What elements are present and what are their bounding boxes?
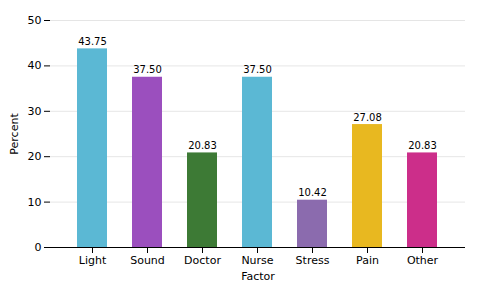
svg-text:20: 20 — [28, 150, 42, 163]
svg-text:Doctor: Doctor — [184, 254, 221, 267]
svg-text:30: 30 — [28, 105, 42, 118]
svg-text:Other: Other — [407, 254, 439, 267]
svg-text:37.50: 37.50 — [243, 64, 272, 75]
svg-text:50: 50 — [28, 14, 42, 27]
svg-text:37.50: 37.50 — [133, 64, 162, 75]
svg-text:27.08: 27.08 — [353, 112, 382, 123]
svg-text:Nurse: Nurse — [241, 254, 273, 267]
svg-text:Stress: Stress — [296, 254, 330, 267]
svg-text:Factor: Factor — [241, 270, 275, 283]
svg-text:Percent: Percent — [8, 113, 21, 155]
svg-text:Sound: Sound — [130, 254, 165, 267]
svg-text:20.83: 20.83 — [408, 140, 437, 151]
svg-text:10.42: 10.42 — [298, 187, 327, 198]
svg-text:0: 0 — [35, 241, 42, 254]
svg-text:40: 40 — [28, 59, 42, 72]
svg-text:10: 10 — [28, 196, 42, 209]
svg-text:Pain: Pain — [356, 254, 379, 267]
svg-text:43.75: 43.75 — [78, 36, 107, 47]
svg-text:20.83: 20.83 — [188, 140, 217, 151]
svg-text:Light: Light — [79, 254, 107, 267]
